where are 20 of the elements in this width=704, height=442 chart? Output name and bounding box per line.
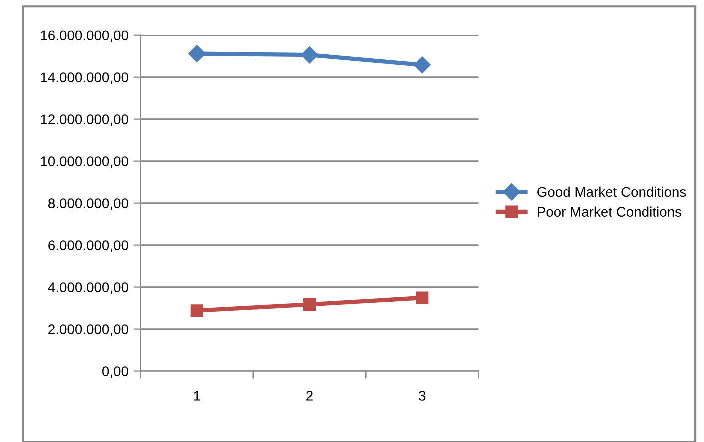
x-tick-label: 2 (306, 391, 313, 401)
x-tick-label: 3 (419, 391, 426, 401)
y-tick-label: 14.000.000,00 (41, 72, 128, 84)
point (190, 304, 204, 318)
y-tick-label: 6.000.000,00 (48, 240, 128, 252)
y-tick-label: 4.000.000,00 (48, 282, 128, 294)
point (301, 46, 318, 64)
y-tick-label: 8.000.000,00 (48, 198, 128, 210)
point (416, 292, 429, 304)
legend-label: Good Market Conditions (538, 186, 686, 198)
point (304, 298, 316, 311)
point (414, 56, 431, 74)
point (188, 45, 206, 62)
y-tick-label: 0,00 (102, 366, 128, 378)
legend-label: Poor Market Conditions (538, 206, 682, 217)
y-tick-label: 10.000.000,00 (41, 156, 128, 168)
y-tick-label: 12.000.000,00 (41, 114, 128, 126)
y-tick-label: 16.000.000,00 (41, 30, 128, 42)
y-tick-label: 2.000.000,00 (48, 324, 128, 336)
x-tick-label: 1 (194, 391, 200, 401)
